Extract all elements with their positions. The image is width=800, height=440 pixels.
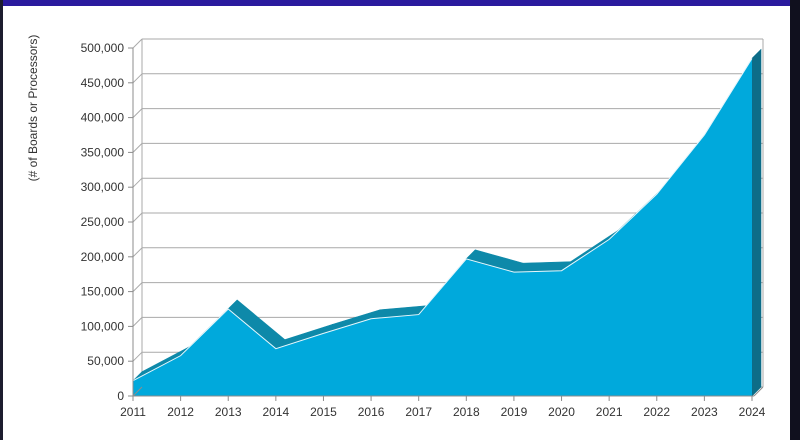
y-tick-label: 300,000 [81, 180, 125, 194]
gridline-depth [132, 212, 143, 223]
x-tick-label: 2019 [501, 405, 528, 419]
gridline-depth [132, 108, 143, 118]
x-tick-labels: 2011 2012 2013 2014 2015 2016 2017 2018 2019 2020… [120, 405, 766, 419]
y-tick-label: 450,000 [81, 76, 125, 90]
window-right-bar [790, 0, 800, 440]
x-tick-label: 2013 [215, 405, 242, 419]
x-tick-label: 2024 [739, 405, 766, 419]
y-tick-label: 0 [117, 389, 124, 403]
x-tick-label: 2020 [548, 405, 575, 419]
x-tick-label: 2011 [120, 405, 146, 419]
window-top-bar [0, 0, 800, 6]
x-tick-label: 2018 [453, 405, 480, 419]
gridline-depth [132, 317, 143, 327]
y-tick-label: 500,000 [81, 41, 125, 55]
x-tick-label: 2014 [262, 405, 289, 419]
area-side-face [751, 48, 762, 397]
y-tick-label: 400,000 [81, 111, 125, 125]
y-tick-label: 200,000 [81, 250, 125, 264]
gridline-depth [132, 351, 143, 362]
x-tick-label: 2023 [691, 405, 718, 419]
x-tick-label: 2016 [358, 405, 385, 419]
origin-depth [132, 386, 143, 397]
y-axis-label: (# of Boards or Processors) [26, 35, 40, 182]
gridline-depth [132, 282, 143, 292]
x-axis-depth [753, 386, 764, 397]
y-tick-label: 50,000 [87, 354, 124, 368]
window-left-edge [0, 0, 3, 440]
y-tick-label: 100,000 [81, 319, 125, 333]
x-tick-label: 2012 [167, 405, 194, 419]
gridline-depth [132, 73, 143, 84]
x-tick-label: 2015 [310, 405, 337, 419]
y-tick-label: 250,000 [81, 215, 125, 229]
gridline-depth [132, 247, 143, 258]
y-tick-label: 350,000 [81, 145, 125, 159]
y-tick-labels: 0 50,000 100,000 150,000 200,000 250,000 300,0… [81, 41, 125, 403]
gridline-depth [132, 143, 143, 153]
x-tick-label: 2017 [405, 405, 432, 419]
area-front-face [133, 58, 752, 396]
axes [128, 47, 764, 401]
area-series [132, 48, 762, 397]
gridline-depth [132, 177, 143, 188]
area-front-edge [132, 58, 753, 382]
y-tick-label: 150,000 [81, 285, 125, 299]
x-tick-label: 2021 [596, 405, 623, 419]
gridline-depth [132, 38, 143, 49]
x-tick-label: 2022 [643, 405, 670, 419]
